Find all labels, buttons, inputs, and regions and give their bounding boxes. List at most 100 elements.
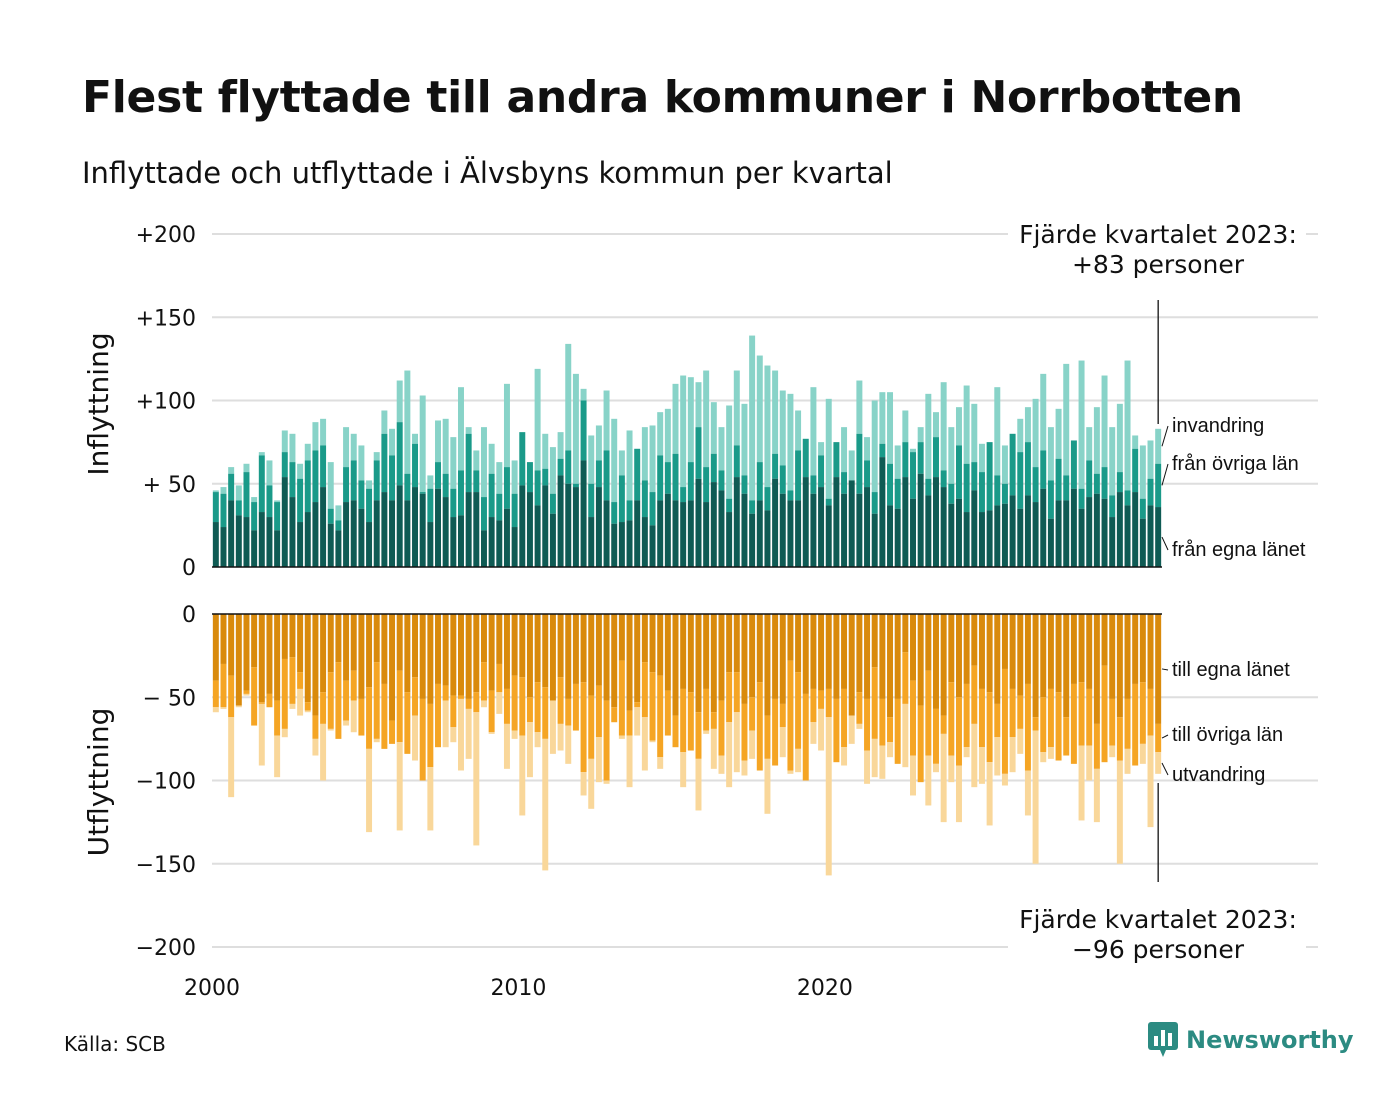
bar-inflow-ovriga-lan — [435, 462, 441, 489]
bar-inflow-egna-lanet — [772, 478, 779, 567]
bar-outflow-egna-lanet — [435, 614, 441, 684]
bar-inflow-egna-lanet — [281, 477, 288, 567]
bar-inflow-invandring — [496, 462, 503, 494]
bar-inflow-invandring — [542, 433, 549, 469]
bar-inflow-egna-lanet — [1017, 508, 1024, 567]
bar-outflow-ovriga-lan — [925, 670, 932, 756]
bar-outflow-utvandring — [220, 707, 227, 709]
bar-outflow-utvandring — [887, 742, 894, 758]
bar-outflow-ovriga-lan — [1124, 698, 1131, 749]
bar-outflow-egna-lanet — [473, 614, 480, 693]
bar-outflow-ovriga-lan — [404, 692, 411, 754]
bar-inflow-egna-lanet — [940, 487, 947, 567]
bar-outflow-ovriga-lan — [1155, 723, 1162, 753]
bar-inflow-egna-lanet — [480, 530, 487, 567]
bar-outflow-egna-lanet — [687, 614, 694, 693]
bar-outflow-egna-lanet — [335, 614, 342, 663]
bar-outflow-ovriga-lan — [358, 698, 365, 736]
bar-outflow-utvandring — [810, 722, 817, 744]
bar-inflow-egna-lanet — [618, 522, 625, 567]
bar-inflow-egna-lanet — [695, 478, 702, 567]
bar-inflow-invandring — [994, 387, 1001, 476]
bar-inflow-egna-lanet — [848, 480, 855, 567]
bar-outflow-utvandring — [986, 762, 993, 826]
bar-outflow-ovriga-lan — [1024, 683, 1031, 771]
bar-outflow-ovriga-lan — [396, 670, 403, 743]
bar-inflow-ovriga-lan — [1101, 467, 1108, 499]
bar-outflow-utvandring — [212, 707, 219, 713]
bar-outflow-ovriga-lan — [258, 702, 265, 704]
bar-inflow-ovriga-lan — [634, 448, 641, 501]
bar-outflow-utvandring — [343, 720, 350, 726]
bar-inflow-invandring — [251, 497, 258, 503]
bar-inflow-egna-lanet — [381, 492, 388, 567]
bar-outflow-egna-lanet — [572, 614, 579, 684]
bar-inflow-invandring — [726, 405, 733, 499]
bar-inflow-invandring — [266, 460, 273, 486]
bar-outflow-ovriga-lan — [887, 717, 894, 743]
bar-inflow-invandring — [955, 407, 962, 446]
bar-inflow-egna-lanet — [335, 530, 342, 567]
bar-inflow-invandring — [963, 385, 970, 464]
series-leader — [1161, 536, 1169, 551]
bar-inflow-egna-lanet — [963, 512, 970, 567]
bar-inflow-invandring — [641, 427, 648, 481]
bar-outflow-utvandring — [963, 747, 970, 758]
x-tick-label: 2000 — [184, 976, 240, 1001]
bar-inflow-invandring — [664, 408, 671, 463]
bar-inflow-ovriga-lan — [741, 475, 748, 494]
bar-inflow-egna-lanet — [327, 523, 334, 567]
bar-inflow-egna-lanet — [289, 497, 296, 567]
bar-outflow-ovriga-lan — [320, 692, 327, 724]
bar-inflow-ovriga-lan — [519, 432, 526, 486]
bar-outflow-ovriga-lan — [496, 663, 503, 693]
bar-outflow-egna-lanet — [764, 614, 771, 716]
bar-inflow-ovriga-lan — [1047, 480, 1054, 519]
bar-inflow-egna-lanet — [350, 500, 357, 567]
bar-inflow-egna-lanet — [1032, 502, 1039, 567]
bar-inflow-egna-lanet — [1147, 505, 1154, 567]
bar-inflow-ovriga-lan — [496, 493, 503, 521]
bar-outflow-egna-lanet — [810, 614, 817, 689]
bar-outflow-egna-lanet — [1109, 614, 1116, 699]
bar-outflow-utvandring — [350, 700, 357, 733]
series-label-bottom: till övriga län — [1172, 724, 1283, 746]
bar-inflow-egna-lanet — [978, 512, 985, 567]
bar-outflow-ovriga-lan — [389, 720, 396, 744]
bar-inflow-invandring — [1078, 360, 1085, 489]
annotation-top-line1: Fjärde kvartalet 2023: — [1019, 220, 1297, 249]
bar-inflow-invandring — [220, 487, 227, 494]
bar-outflow-ovriga-lan — [228, 675, 235, 718]
bar-inflow-ovriga-lan — [212, 492, 219, 523]
bar-inflow-egna-lanet — [986, 510, 993, 567]
bar-inflow-invandring — [1101, 375, 1108, 468]
series-label-top: från egna länet — [1172, 539, 1306, 561]
bar-outflow-ovriga-lan — [634, 702, 641, 708]
bar-inflow-ovriga-lan — [917, 442, 924, 474]
bar-outflow-utvandring — [557, 723, 564, 751]
bar-inflow-egna-lanet — [519, 485, 526, 567]
bar-outflow-ovriga-lan — [894, 698, 901, 764]
bar-inflow-invandring — [756, 355, 763, 463]
y-axis-title-top: Inflyttning — [82, 332, 115, 475]
bar-inflow-invandring — [695, 382, 702, 428]
bar-outflow-ovriga-lan — [703, 688, 710, 731]
bar-outflow-egna-lanet — [657, 614, 664, 676]
bar-outflow-utvandring — [1086, 745, 1093, 781]
bar-outflow-utvandring — [787, 770, 794, 774]
bar-outflow-egna-lanet — [220, 614, 227, 664]
bar-inflow-egna-lanet — [389, 500, 396, 567]
bar-inflow-egna-lanet — [412, 487, 419, 567]
bar-inflow-invandring — [703, 370, 710, 468]
bar-outflow-utvandring — [910, 755, 916, 796]
bar-outflow-egna-lanet — [266, 614, 273, 694]
bar-outflow-ovriga-lan — [664, 690, 671, 736]
bar-inflow-egna-lanet — [1155, 507, 1162, 567]
bar-outflow-utvandring — [933, 763, 939, 773]
bar-outflow-ovriga-lan — [565, 698, 572, 726]
bar-inflow-egna-lanet — [366, 522, 373, 567]
bar-inflow-invandring — [1086, 427, 1093, 461]
x-tick-label: 2020 — [797, 976, 853, 1001]
bar-inflow-egna-lanet — [404, 500, 411, 567]
bar-outflow-utvandring — [1139, 743, 1146, 764]
